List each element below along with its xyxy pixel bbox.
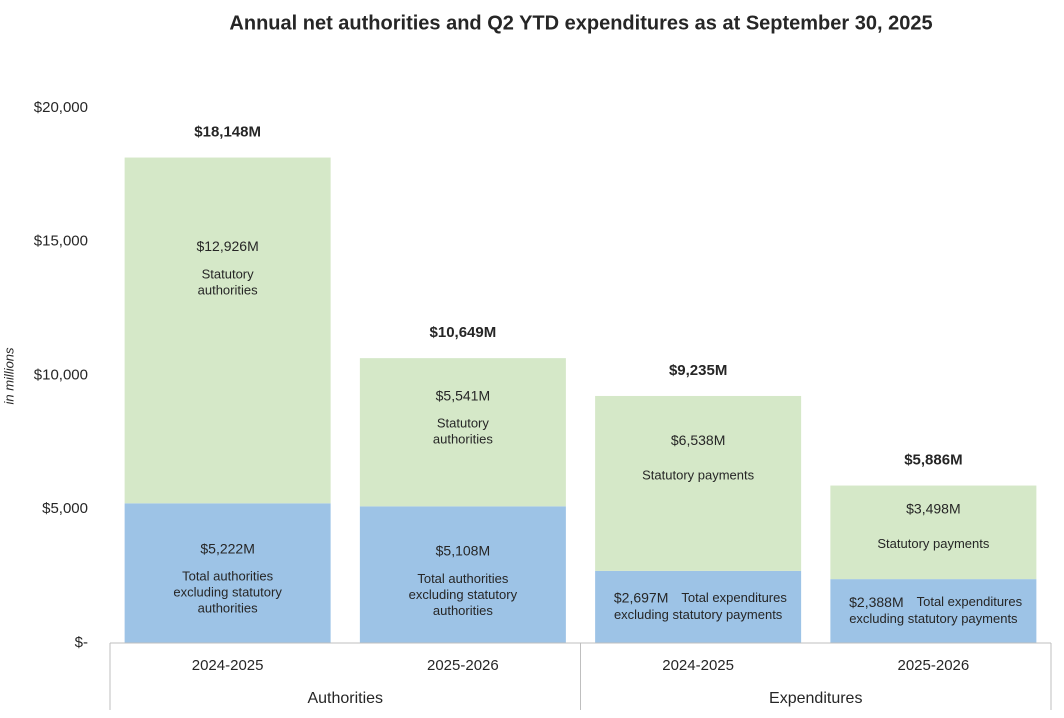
group-label: Expenditures [769,690,862,707]
total-label: $5,886M [904,452,962,469]
y-tick-label: $20,000 [34,99,88,116]
bar-segment [595,395,802,571]
segment-label: Statutory payments [877,536,989,551]
bar-segment [124,503,331,643]
x-tick-label: 2024-2025 [662,657,734,674]
bar-segment [359,506,566,643]
segment-label: Total expenditures excluding statutory pa… [849,594,1022,626]
bar-segment [595,570,802,643]
segment-value-label: $2,388M [849,594,903,610]
segment-label: Total authorities excluding statutory auth… [173,569,282,616]
segment-value-label: $5,541M [436,387,490,403]
segment-value-label: $5,222M [200,540,254,556]
y-tick-label: $- [75,634,88,651]
total-label: $18,148M [194,124,261,141]
bar-segment [359,358,566,507]
segment-value-label: $5,108M [436,543,490,559]
segment-value-label: $3,498M [906,501,960,517]
total-label: $10,649M [430,324,497,341]
y-tick-label: $10,000 [34,366,88,383]
chart-title: Annual net authorities and Q2 YTD expend… [229,12,932,34]
group-label: Authorities [307,690,383,707]
y-tick-label: $5,000 [42,500,88,517]
y-axis-label: in millions [1,347,16,405]
y-tick-label: $15,000 [34,233,88,250]
bar-segment [830,579,1037,643]
bar-segment [124,157,331,504]
x-tick-label: 2025-2026 [898,657,970,674]
x-tick-label: 2024-2025 [192,657,264,674]
total-label: $9,235M [669,362,727,379]
segment-value-label: $12,926M [196,238,258,254]
segment-value-label: $2,697M [614,590,668,606]
segment-label: Statutory authorities [433,416,493,447]
segment-label: Statutory payments [642,468,754,483]
segment-value-label: $6,538M [671,432,725,448]
segment-label: Statutory authorities [198,267,258,298]
segment-label: Total expenditures excluding statutory pa… [614,590,787,622]
x-tick-label: 2025-2026 [427,657,499,674]
bar-segment [830,485,1037,580]
segment-label: Total authorities excluding statutory auth… [409,571,518,618]
